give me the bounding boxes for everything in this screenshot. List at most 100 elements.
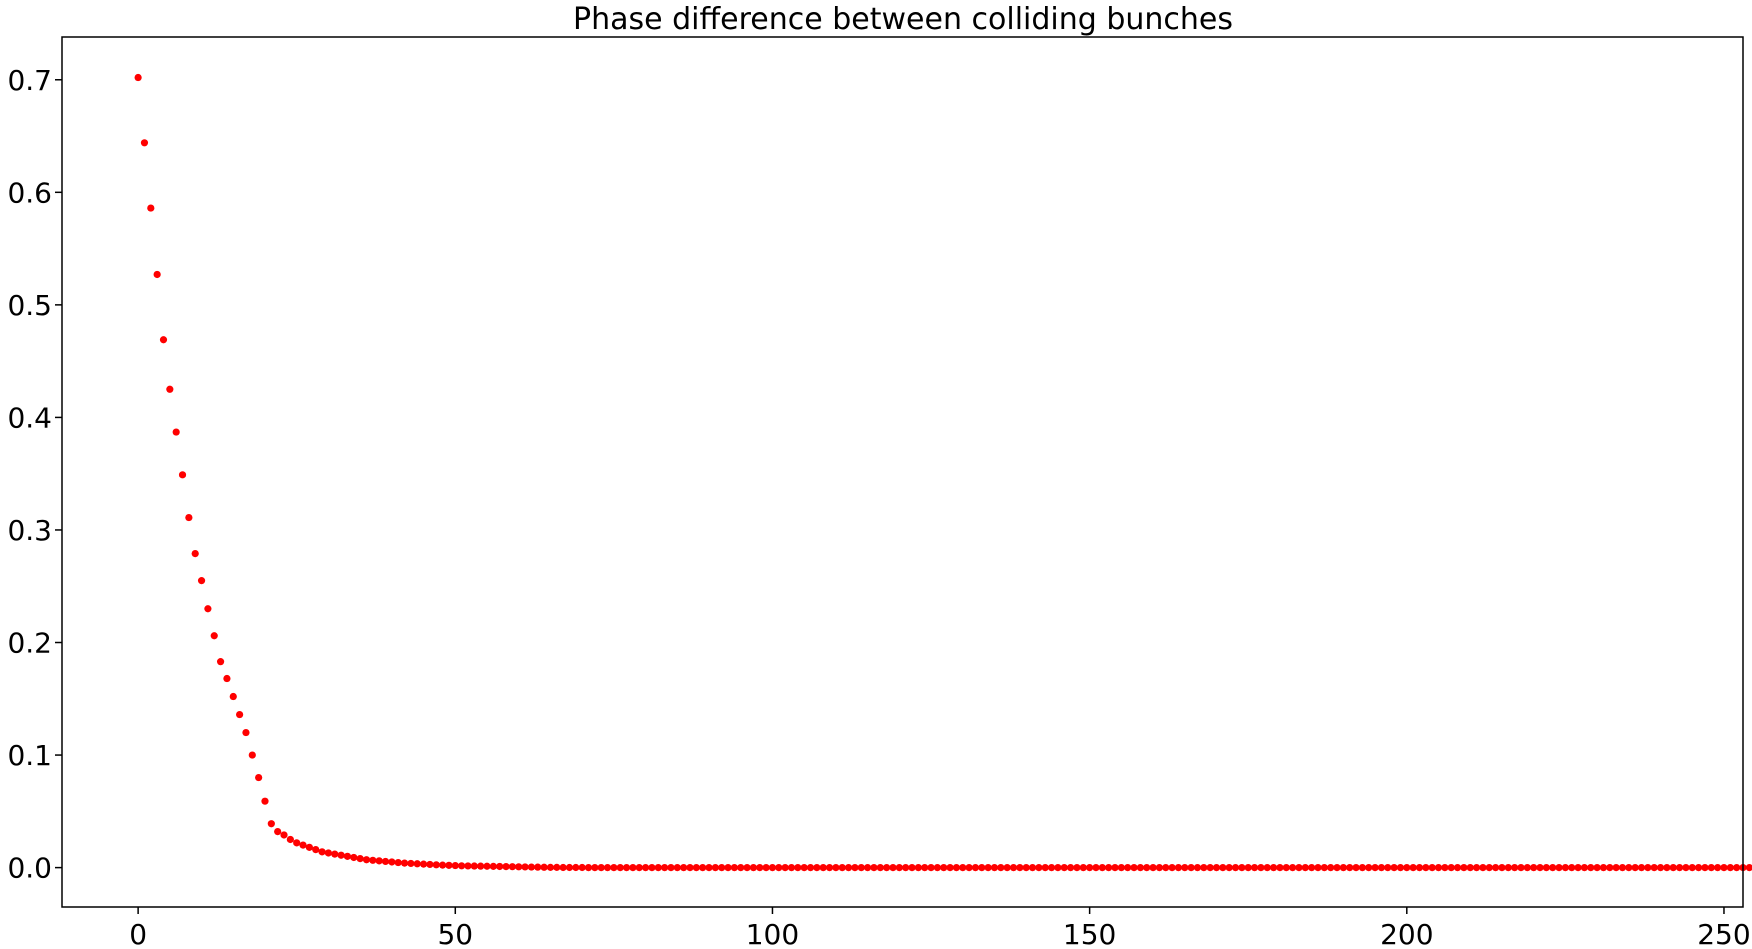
data-point <box>324 849 333 857</box>
data-point <box>622 864 631 872</box>
data-point <box>724 864 732 872</box>
data-point <box>984 864 992 872</box>
plot-frame <box>61 36 1744 908</box>
data-point <box>553 863 561 871</box>
data-point <box>1124 864 1132 872</box>
data-point <box>711 864 719 872</box>
data-point <box>147 204 155 212</box>
data-point <box>1536 864 1544 872</box>
data-point <box>1403 864 1411 872</box>
data-point <box>255 773 263 782</box>
data-point <box>1181 864 1189 872</box>
data-point <box>990 864 999 872</box>
data-point <box>216 658 225 666</box>
data-point <box>565 863 574 872</box>
data-point <box>1485 864 1493 872</box>
data-point <box>1599 864 1608 872</box>
data-point <box>502 862 510 871</box>
data-point <box>1009 864 1018 872</box>
data-point <box>921 864 929 872</box>
data-point <box>1187 864 1195 872</box>
data-point <box>1073 864 1081 872</box>
data-point <box>343 852 352 860</box>
data-point <box>927 864 935 872</box>
data-point <box>229 692 237 701</box>
data-point <box>1358 864 1366 872</box>
data-point <box>1054 864 1062 872</box>
data-point <box>337 851 345 859</box>
data-point <box>667 864 675 872</box>
data-point <box>737 864 745 872</box>
data-point <box>1333 864 1341 872</box>
y-tick-label: 0.0 <box>7 852 52 885</box>
data-point <box>1549 864 1557 872</box>
data-point <box>692 864 700 872</box>
data-point <box>1250 864 1259 872</box>
data-point <box>800 864 808 872</box>
data-point <box>749 864 758 872</box>
data-point <box>1720 864 1728 872</box>
x-axis: 0 50 100 150 200 250 <box>129 907 1751 949</box>
data-point <box>546 863 555 871</box>
data-point <box>1707 864 1715 872</box>
data-point <box>1136 864 1144 872</box>
data-point <box>1517 864 1525 872</box>
data-point <box>439 861 447 869</box>
data-point <box>641 864 650 872</box>
data-point <box>1041 864 1049 872</box>
data-point <box>584 864 593 872</box>
data-point <box>971 864 980 872</box>
data-point <box>1238 864 1246 872</box>
data-point <box>1593 864 1601 872</box>
data-point <box>756 864 764 872</box>
data-point <box>876 864 884 872</box>
data-point <box>350 853 358 862</box>
data-point <box>864 864 872 872</box>
data-point <box>610 864 618 872</box>
data-point <box>616 864 624 872</box>
x-tick-label: 50 <box>437 918 473 949</box>
data-point <box>908 864 916 872</box>
data-point <box>781 864 789 872</box>
data-point <box>578 863 586 872</box>
data-point <box>940 864 948 872</box>
data-point <box>426 860 434 869</box>
data-point <box>489 862 497 870</box>
data-point <box>1574 864 1582 872</box>
x-tick-label: 0 <box>129 918 147 949</box>
data-point <box>1466 864 1474 872</box>
data-point <box>470 862 478 870</box>
data-point <box>1244 864 1252 872</box>
data-point <box>286 835 294 844</box>
data-point <box>140 139 149 147</box>
data-point <box>197 577 206 585</box>
data-point <box>1415 864 1424 872</box>
data-point <box>1022 864 1030 872</box>
data-point <box>1650 864 1658 872</box>
data-point <box>274 827 282 836</box>
data-point <box>248 751 256 759</box>
data-point <box>794 864 802 872</box>
data-point <box>1441 864 1449 872</box>
data-point <box>210 632 218 640</box>
data-point <box>508 863 516 871</box>
data-point <box>870 864 878 872</box>
data-point <box>381 857 390 866</box>
y-axis: 0.0 0.1 0.2 0.3 0.4 0.5 0.6 0.7 <box>7 64 62 885</box>
data-point <box>825 864 834 872</box>
data-point <box>806 864 815 872</box>
data-point <box>572 863 580 872</box>
data-point <box>952 864 961 872</box>
data-point <box>1028 864 1037 872</box>
data-point <box>1447 864 1455 872</box>
x-tick-label: 250 <box>1697 918 1750 949</box>
data-point <box>477 862 485 870</box>
data-point <box>1612 864 1620 872</box>
data-point <box>1295 864 1303 872</box>
chart-title: Phase difference between colliding bunch… <box>573 2 1233 37</box>
data-point <box>787 864 796 872</box>
data-point <box>1308 864 1316 872</box>
data-point <box>1542 864 1550 872</box>
data-point <box>1016 864 1024 872</box>
data-point <box>496 862 504 871</box>
